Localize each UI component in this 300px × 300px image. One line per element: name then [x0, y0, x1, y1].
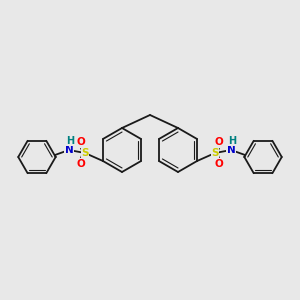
Text: O: O: [76, 159, 85, 169]
Text: H: H: [66, 136, 74, 146]
Text: H: H: [228, 136, 236, 146]
Text: N: N: [227, 145, 236, 155]
Text: O: O: [215, 137, 224, 147]
Text: S: S: [81, 148, 89, 158]
Text: N: N: [64, 145, 73, 155]
Text: O: O: [76, 137, 85, 147]
Text: S: S: [211, 148, 219, 158]
Text: O: O: [215, 159, 224, 169]
